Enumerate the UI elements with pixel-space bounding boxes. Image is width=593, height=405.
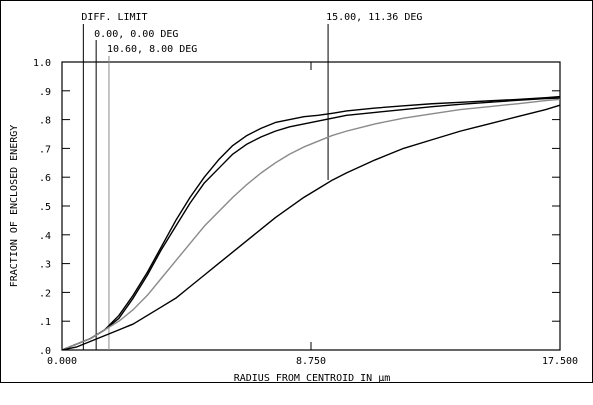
field-marker-label: 10.60, 8.00 DEG — [107, 44, 197, 55]
y-tick-label: .2 — [39, 288, 51, 299]
x-tick-label: 8.750 — [296, 356, 326, 367]
y-tick-label: .5 — [39, 202, 51, 213]
field-marker-label: DIFF. LIMIT — [81, 12, 147, 23]
field-marker-label: 0.00, 0.00 DEG — [94, 29, 178, 40]
field-marker-lines: DIFF. LIMIT 0.00, 0.00 DEG 10.60, 8.00 DEG… — [81, 12, 422, 350]
series-curve — [61, 97, 561, 351]
axis-ticks: .0 .1 .2 .3 .4 .5 .6 .7 .8 .9 1.0 0.000 8.750 17.500 — [33, 58, 578, 367]
series-curve — [61, 98, 561, 351]
y-tick-label: 1.0 — [33, 58, 51, 69]
x-axis-label: RADIUS FROM CENTROID IN µm — [234, 373, 391, 384]
axis-labels: RADIUS FROM CENTROID IN µm FRACTION OF E… — [9, 125, 390, 384]
series-curve — [61, 95, 561, 351]
y-axis-label: FRACTION OF ENCLOSED ENERGY — [9, 125, 20, 288]
y-tick-label: .7 — [39, 144, 51, 155]
bottom-strip — [0, 382, 593, 405]
x-tick-label: 17.500 — [542, 356, 578, 367]
field-marker-label: 15.00, 11.36 DEG — [326, 12, 422, 23]
y-tick-label: .3 — [39, 260, 51, 271]
series-curves — [61, 95, 561, 351]
y-tick-label: .1 — [39, 317, 51, 328]
series-curve — [61, 104, 561, 351]
y-tick-label: .6 — [39, 173, 51, 184]
x-tick-label: 0.000 — [47, 356, 77, 367]
y-tick-label: .4 — [39, 231, 51, 242]
y-tick-label: .8 — [39, 116, 51, 127]
y-tick-label: .0 — [39, 346, 51, 357]
y-tick-label: .9 — [39, 87, 51, 98]
